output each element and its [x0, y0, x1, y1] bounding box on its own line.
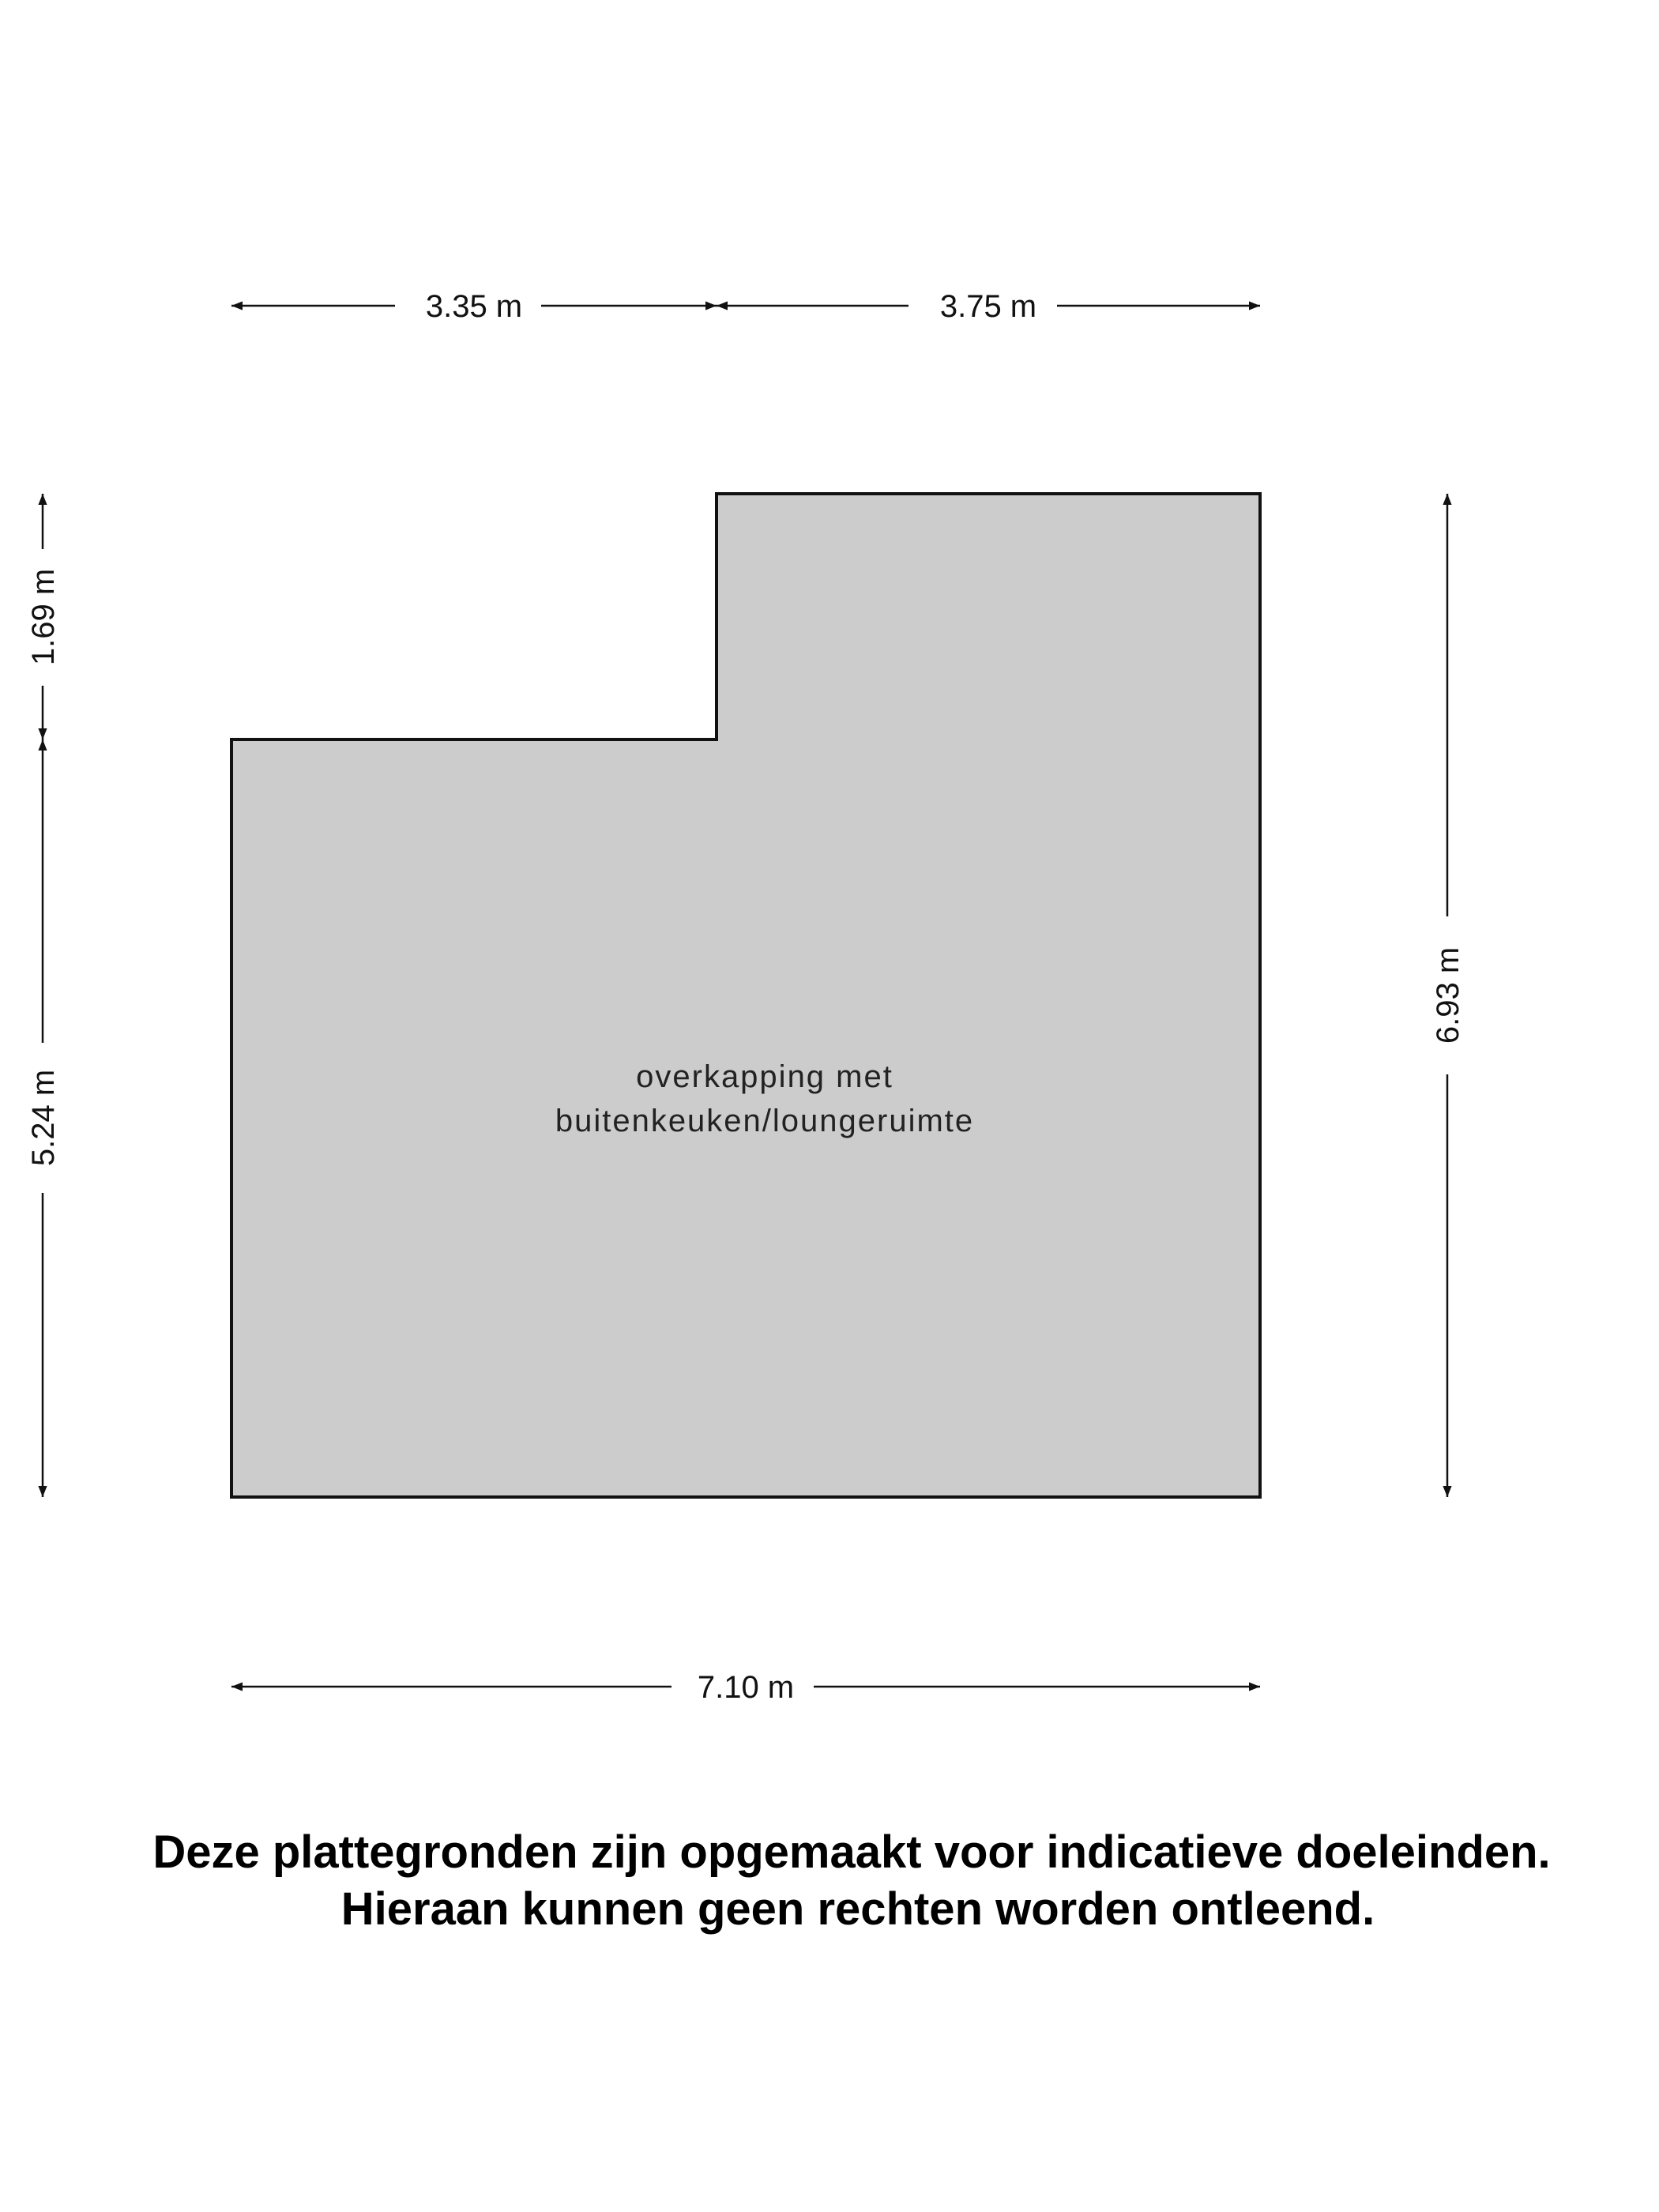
dimension-top-left: 3.35 m	[231, 289, 717, 324]
dimension-bottom: 7.10 m	[231, 1670, 1260, 1705]
room-label-line1: overkapping met	[636, 1059, 893, 1094]
disclaimer-line1: Deze plattegronden zijn opgemaakt voor i…	[152, 1826, 1550, 1878]
svg-text:3.35 m: 3.35 m	[426, 289, 522, 324]
svg-text:1.69 m: 1.69 m	[26, 569, 61, 665]
disclaimer-line2: Hieraan kunnen geen rechten worden ontle…	[341, 1883, 1375, 1935]
room-area	[230, 492, 1262, 1499]
svg-text:6.93 m: 6.93 m	[1431, 947, 1465, 1044]
svg-text:7.10 m: 7.10 m	[698, 1670, 794, 1705]
dimension-left-upper: 1.69 m	[26, 494, 61, 739]
svg-text:5.24 m: 5.24 m	[26, 1070, 61, 1166]
dimension-top-right: 3.75 m	[717, 289, 1260, 324]
room-label-line2: buitenkeuken/loungeruimte	[555, 1104, 974, 1138]
dimension-right: 6.93 m	[1431, 494, 1465, 1497]
svg-text:3.75 m: 3.75 m	[940, 289, 1036, 324]
dimension-left-lower: 5.24 m	[26, 739, 61, 1497]
